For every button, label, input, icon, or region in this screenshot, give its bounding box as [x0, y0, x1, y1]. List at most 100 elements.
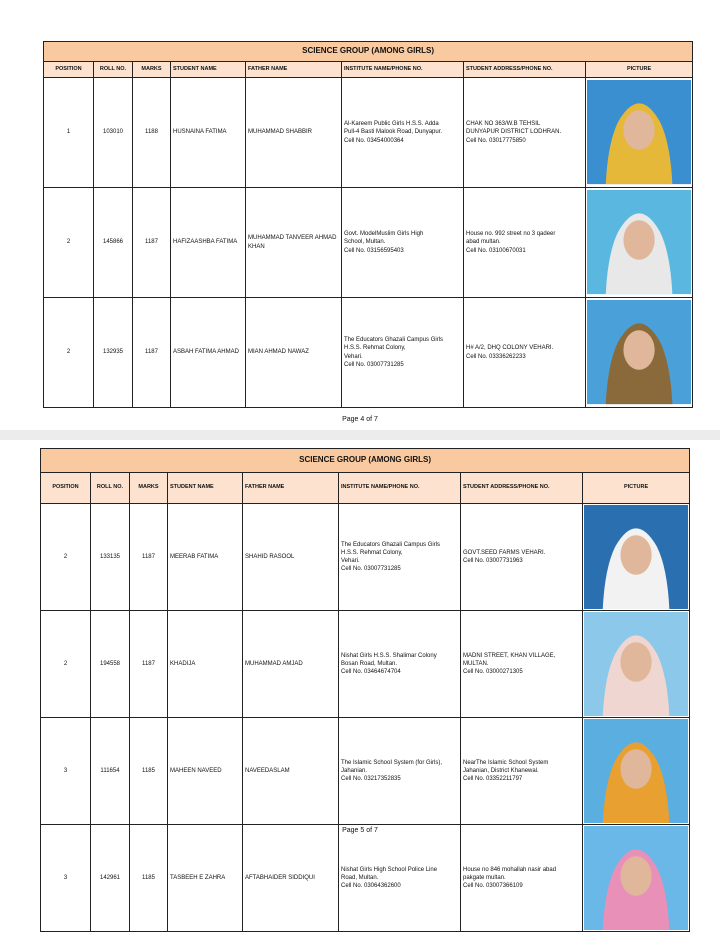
- student-photo: [584, 826, 689, 931]
- picture-cell: [581, 502, 691, 612]
- address-line: Cell No. 03336262233: [466, 353, 526, 360]
- column-header-position: POSITION: [40, 472, 91, 504]
- institute-line: The Islamic SchooI System (for Girls),: [341, 760, 443, 767]
- institute-line: Al-Kareem Public Girls H.S.S. Adda: [344, 121, 439, 128]
- roll-cell: 133135: [90, 502, 130, 612]
- marks-cell: 1187: [132, 297, 171, 408]
- address-line: GOVT.SEED FARMS VEHARI.: [463, 549, 546, 556]
- institute-cell: Govt. ModelMuslim Girls High School, Mult…: [341, 187, 464, 298]
- column-header-marks: MARKS: [132, 61, 171, 78]
- institute-line: School, Multan.: [344, 239, 386, 246]
- address-line: MADNI STREET, KHAN VILLAGE,: [463, 653, 556, 660]
- table-row: 3 111654 1185 MAHEEN NAVEED NAVEEDASLAM …: [40, 717, 691, 826]
- address-line: House no. 992 street no 3 qadeer: [466, 231, 556, 238]
- column-header-roll: ROLL NO.: [90, 472, 130, 504]
- column-header-father: FATHER NAME: [242, 472, 339, 504]
- table-row: 1 103010 1188 HUSNAINA FATIMA MUHAMMAD S…: [43, 77, 694, 188]
- father-name-cell: SHAHID RASOOL: [242, 502, 339, 612]
- institute-line: Vehari.: [344, 353, 363, 360]
- institute-line: Road, Multan.: [341, 875, 379, 882]
- student-photo: [584, 505, 689, 610]
- address-cell: MADNI STREET, KHAN VILLAGE, MULTAN. Cell N…: [460, 610, 583, 719]
- page-number: Page 5 of 7: [342, 827, 378, 834]
- page-separator: [0, 430, 720, 440]
- picture-cell: [581, 717, 691, 826]
- student-photo: [584, 612, 689, 717]
- results-table-page-4: SCIENCE GROUP (AMONG GIRLS) POSITION ROLL …: [42, 41, 694, 408]
- institute-line: Cell No. 03217352835: [341, 776, 401, 783]
- address-line: Jahanian, District Khanewal.: [463, 768, 539, 775]
- table-row: 2 133135 1187 MEERAB FATIMA SHAHID RASOO…: [40, 502, 691, 612]
- picture-cell: [581, 610, 691, 719]
- picture-cell: [584, 187, 694, 298]
- institute-cell: Nishat Girls H.S.S. Shalimar Colony Bosan…: [338, 610, 461, 719]
- column-header-address: STUDENT ADDRESS/PHONE NO.: [463, 61, 586, 78]
- address-line: Cell No. 03017775850: [466, 137, 526, 144]
- father-name-cell: MUHAMMAD SHABBIR: [245, 77, 342, 188]
- column-header-father: FATHER NAME: [245, 61, 342, 78]
- institute-line: H.S.S. Rehmat Colony,: [341, 549, 403, 556]
- roll-cell: 111654: [90, 717, 130, 826]
- table-title: SCIENCE GROUP (AMONG GIRLS): [42, 41, 694, 62]
- institute-cell: The Educators Ghazali Campus Girls H.S.S.…: [338, 502, 461, 612]
- institute-line: Pull-4 Basti Malook Road, Dunyapur.: [344, 129, 443, 136]
- student-photo: [587, 190, 692, 295]
- address-line: Cell No. 03007366109: [463, 883, 523, 890]
- marks-cell: 1187: [129, 502, 168, 612]
- institute-line: Bosan Road, Multan.: [341, 661, 398, 668]
- column-header-picture: PICTURE: [581, 472, 691, 504]
- column-header-position: POSITION: [43, 61, 94, 78]
- address-line: Cell No. 03352211797: [463, 776, 523, 783]
- address-line: House no 846 mohallah nasir abad: [463, 867, 557, 874]
- institute-line: H.S.S. Rehmat Colony,: [344, 345, 406, 352]
- table-title: SCIENCE GROUP (AMONG GIRLS): [39, 448, 691, 473]
- column-header-roll: ROLL NO.: [93, 61, 133, 78]
- father-name-cell: MIAN AHMAD NAWAZ: [245, 297, 342, 408]
- address-cell: CHAK NO 363/W.B TEHSIL DUNYAPUR DISTRICT …: [463, 77, 586, 188]
- address-cell: H# A/2, DHQ COLONY VEHARI. Cell No. 03336…: [463, 297, 586, 408]
- column-header-institute: INSTITUTE NAME/PHONE NO.: [338, 472, 461, 504]
- address-line: H# A/2, DHQ COLONY VEHARI.: [466, 345, 554, 352]
- student-name-cell: MEERAB FATIMA: [167, 502, 243, 612]
- position-cell: 2: [43, 297, 94, 408]
- institute-line: Nishat Girls H.S.S. Shalimar Colony: [341, 653, 437, 660]
- institute-cell: The Educators Ghazali Campus Girls H.S.S.…: [341, 297, 464, 408]
- position-cell: 2: [40, 502, 91, 612]
- institute-line: Cell No. 03156595403: [344, 247, 404, 254]
- student-name-cell: KHADIJA: [167, 610, 243, 719]
- column-header-picture: PICTURE: [584, 61, 694, 78]
- address-line: Cell No. 03007731963: [463, 558, 523, 565]
- marks-cell: 1187: [132, 187, 171, 298]
- column-header-student: STUDENT NAME: [170, 61, 246, 78]
- address-line: Cell No. 03000271305: [463, 669, 523, 676]
- column-header-student: STUDENT NAME: [167, 472, 243, 504]
- institute-line: Cell No. 03007731285: [344, 361, 404, 368]
- institute-line: Govt. ModelMuslim Girls High: [344, 231, 424, 238]
- student-name-cell: ASBAH FATIMA AHMAD: [170, 297, 246, 408]
- address-line: MULTAN.: [463, 661, 489, 668]
- column-header-marks: MARKS: [129, 472, 168, 504]
- table-row: 2 194558 1187 KHADIJA MUHAMMAD AMJAD Nis…: [40, 610, 691, 719]
- institute-line: Nishat Girls High School Police Line: [341, 867, 438, 874]
- student-name-cell: HAFIZAASHBA FATIMA: [170, 187, 246, 298]
- address-line: NearThe Islamic School System: [463, 760, 549, 767]
- results-table-page-5: SCIENCE GROUP (AMONG GIRLS) POSITION ROLL …: [39, 448, 691, 932]
- address-line: CHAK NO 363/W.B TEHSIL: [466, 121, 541, 128]
- address-cell: NearThe Islamic School System Jahanian, D…: [460, 717, 583, 826]
- institute-line: Jahanian.: [341, 768, 368, 775]
- roll-cell: 132935: [93, 297, 133, 408]
- student-name-cell: HUSNAINA FATIMA: [170, 77, 246, 188]
- address-line: abad multan.: [466, 239, 501, 246]
- father-name-cell: MUHAMMAD AMJAD: [242, 610, 339, 719]
- position-cell: 2: [43, 187, 94, 298]
- marks-cell: 1185: [129, 717, 168, 826]
- student-name-cell: MAHEEN NAVEED: [167, 717, 243, 826]
- address-line: Cell No. 03100670031: [466, 247, 526, 254]
- institute-line: Vehari.: [341, 558, 360, 565]
- institute-cell: The Islamic SchooI System (for Girls), Ja…: [338, 717, 461, 826]
- institute-line: The Educators Ghazali Campus Girls: [341, 541, 441, 548]
- marks-cell: 1188: [132, 77, 171, 188]
- institute-line: Cell No. 03454000364: [344, 137, 404, 144]
- institute-line: Cell No. 03007731285: [341, 566, 401, 573]
- roll-cell: 145866: [93, 187, 133, 298]
